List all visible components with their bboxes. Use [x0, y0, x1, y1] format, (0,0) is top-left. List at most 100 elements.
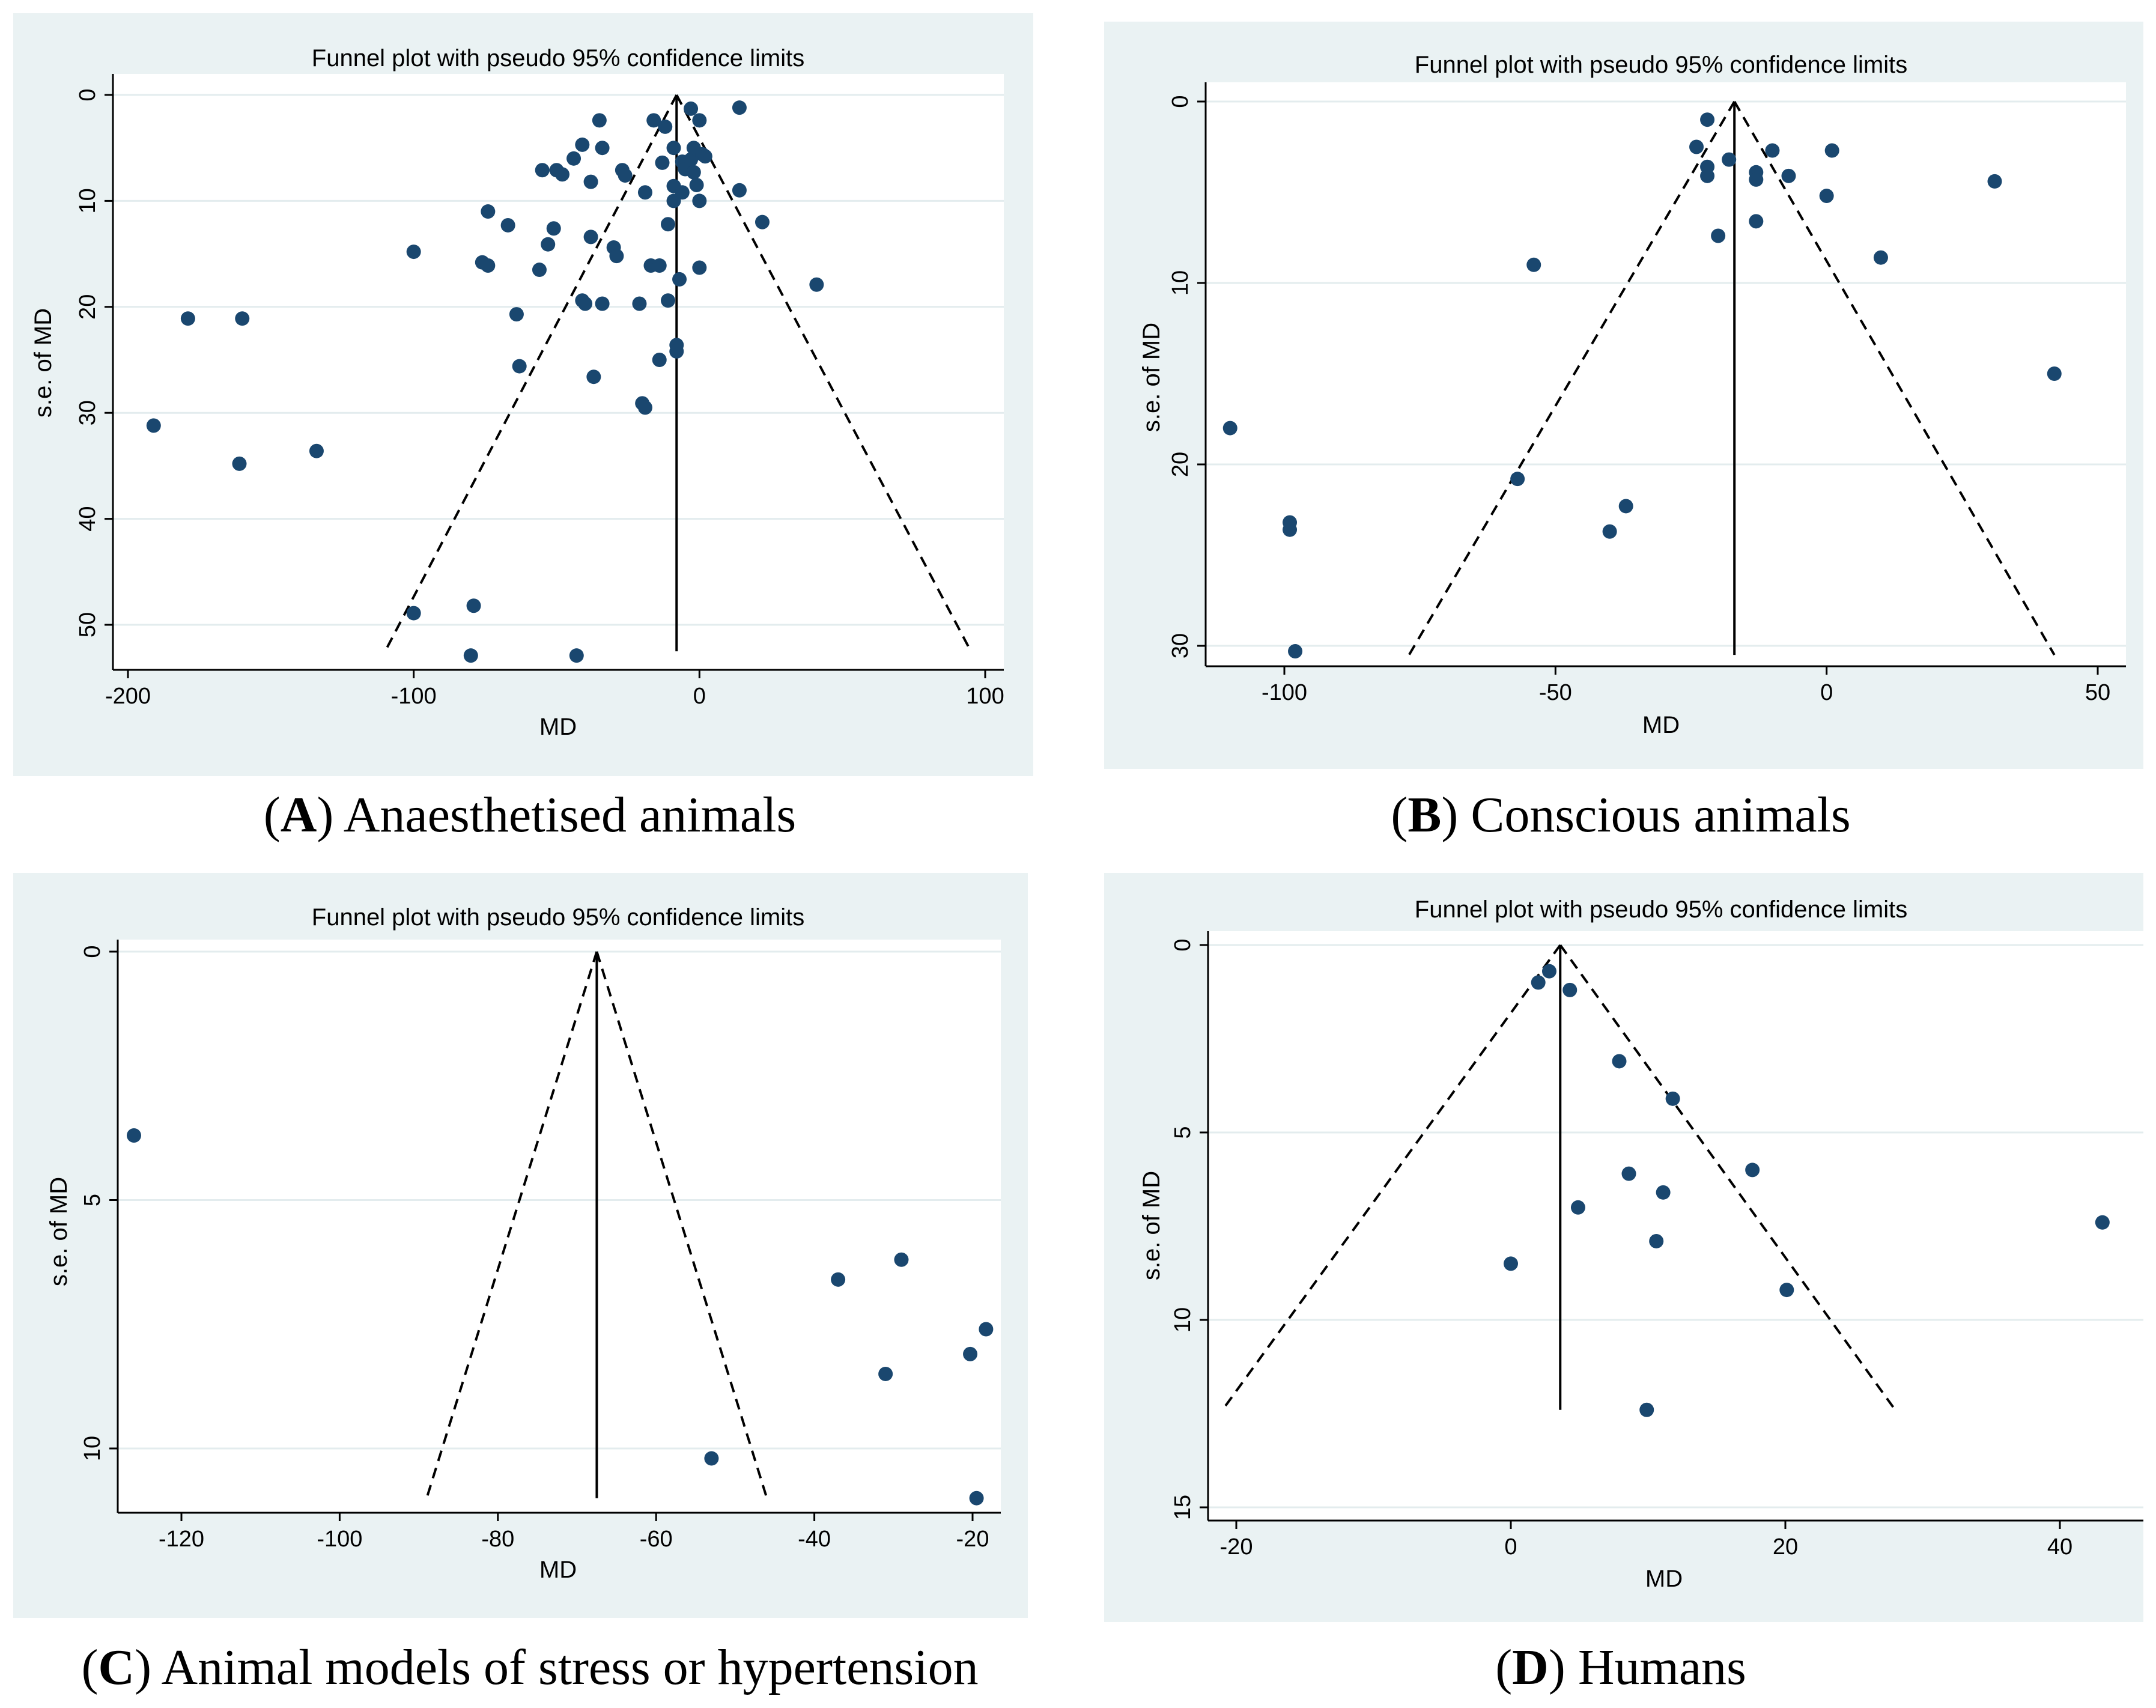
- x-axis-label-a: MD: [539, 714, 577, 740]
- data-point-a-36: [632, 296, 647, 311]
- x-tick-label-b-3: 50: [2085, 680, 2110, 705]
- x-tick-label-c-1: -100: [317, 1527, 362, 1552]
- data-point-a-22: [569, 648, 584, 663]
- x-tick-label-a-3: 100: [966, 684, 1004, 709]
- data-point-b-0: [1222, 421, 1237, 436]
- data-point-a-19: [549, 163, 564, 178]
- plot-area-d: [1208, 931, 2143, 1521]
- funnel-right-limit-a: [675, 94, 972, 652]
- chart-title-a: Funnel plot with pseudo 95% confidence l…: [312, 45, 804, 71]
- funnel-lines-a: [384, 94, 972, 652]
- data-points-a: [146, 100, 824, 663]
- grid-lines-c: [118, 950, 1001, 1450]
- data-point-d-12: [1779, 1283, 1794, 1298]
- data-point-a-61: [689, 177, 704, 192]
- x-tick-label-b-0: -100: [1262, 680, 1307, 705]
- x-tick-label-c-2: -80: [481, 1527, 514, 1552]
- data-points-c: [126, 1128, 994, 1506]
- data-point-b-5: [1510, 472, 1525, 487]
- y-ticks-a: 0 10 20 30 40 50: [75, 88, 113, 637]
- y-ticks-c: 0 5 10: [80, 945, 118, 1461]
- data-point-a-31: [595, 296, 610, 311]
- grid-lines-d: [1208, 944, 2143, 1509]
- data-point-a-27: [583, 229, 598, 245]
- data-point-a-47: [661, 217, 676, 232]
- y-tick-label-a-5: 50: [75, 612, 100, 637]
- plot-area-c: [118, 940, 1001, 1513]
- data-point-a-0: [146, 418, 161, 433]
- data-point-a-54: [675, 154, 690, 169]
- plot-area-a: [113, 74, 1004, 670]
- data-point-d-7: [1639, 1402, 1654, 1417]
- data-point-c-4: [894, 1252, 909, 1267]
- x-axis-label-d: MD: [1645, 1566, 1683, 1592]
- chart-title-c: Funnel plot with pseudo 95% confidence l…: [312, 904, 804, 931]
- data-point-b-19: [1819, 189, 1834, 204]
- data-point-a-64: [692, 260, 707, 275]
- data-point-a-7: [463, 648, 478, 663]
- funnel-left-limit-d: [1221, 944, 1561, 1411]
- x-tick-label-d-3: 40: [2047, 1534, 2072, 1560]
- caption-a: (A) Anaesthetised animals: [263, 787, 797, 843]
- data-point-b-17: [1765, 143, 1780, 158]
- chart-title-d: Funnel plot with pseudo 95% confidence l…: [1415, 896, 1907, 923]
- data-point-d-9: [1656, 1185, 1671, 1200]
- data-point-b-12: [1711, 228, 1726, 243]
- y-tick-label-b-2: 20: [1168, 452, 1193, 477]
- x-tick-label-a-2: 0: [693, 684, 706, 709]
- data-point-a-44: [655, 155, 670, 170]
- data-point-a-38: [637, 400, 652, 415]
- data-point-a-50: [666, 193, 681, 208]
- data-point-a-55: [675, 185, 690, 200]
- funnel-left-limit-c: [425, 951, 598, 1499]
- funnel-right-limit-d: [1559, 944, 1896, 1411]
- data-point-a-39: [637, 185, 652, 200]
- data-point-a-45: [658, 119, 673, 134]
- data-point-a-28: [586, 369, 601, 384]
- data-point-c-0: [126, 1128, 141, 1143]
- data-point-a-30: [595, 141, 610, 156]
- data-point-a-48: [666, 141, 681, 156]
- data-points-b: [1222, 112, 2062, 659]
- x-axis-label-c: MD: [539, 1557, 577, 1583]
- x-tick-label-a-0: -200: [105, 684, 151, 709]
- x-tick-label-b-1: -50: [1539, 680, 1572, 705]
- funnel-left-limit-a: [384, 94, 678, 652]
- data-point-d-4: [1570, 1200, 1585, 1215]
- x-ticks-c: -120 -100 -80 -60 -40 -20: [159, 1513, 989, 1552]
- x-tick-label-c-3: -60: [640, 1527, 673, 1552]
- data-point-a-23: [575, 137, 590, 152]
- data-point-a-70: [809, 277, 824, 292]
- data-point-a-35: [618, 168, 633, 183]
- data-point-c-2: [831, 1272, 846, 1287]
- y-tick-label-c-0: 0: [80, 945, 105, 958]
- data-point-b-3: [1288, 644, 1303, 659]
- data-point-d-10: [1665, 1091, 1680, 1106]
- data-point-b-4: [1526, 257, 1541, 272]
- data-point-a-11: [481, 204, 496, 219]
- data-point-a-5: [406, 606, 421, 621]
- y-tick-label-a-1: 10: [75, 188, 100, 213]
- data-point-b-15: [1749, 172, 1764, 187]
- data-point-a-26: [583, 174, 598, 189]
- data-point-a-15: [532, 263, 547, 278]
- x-tick-label-c-5: -20: [956, 1527, 989, 1552]
- data-point-a-37: [635, 396, 650, 411]
- data-point-d-6: [1621, 1166, 1636, 1181]
- data-point-b-23: [2047, 366, 2062, 381]
- data-point-a-13: [509, 307, 524, 322]
- data-point-a-40: [643, 258, 658, 273]
- data-point-a-34: [615, 163, 630, 178]
- data-point-a-59: [686, 141, 701, 156]
- data-point-a-63: [692, 193, 707, 208]
- data-point-b-16: [1749, 214, 1764, 229]
- data-point-d-0: [1504, 1256, 1518, 1271]
- data-point-a-24: [575, 293, 590, 308]
- data-point-a-58: [684, 152, 699, 167]
- data-points-d: [1504, 964, 2110, 1417]
- data-point-d-2: [1541, 964, 1556, 979]
- data-point-a-16: [535, 163, 550, 178]
